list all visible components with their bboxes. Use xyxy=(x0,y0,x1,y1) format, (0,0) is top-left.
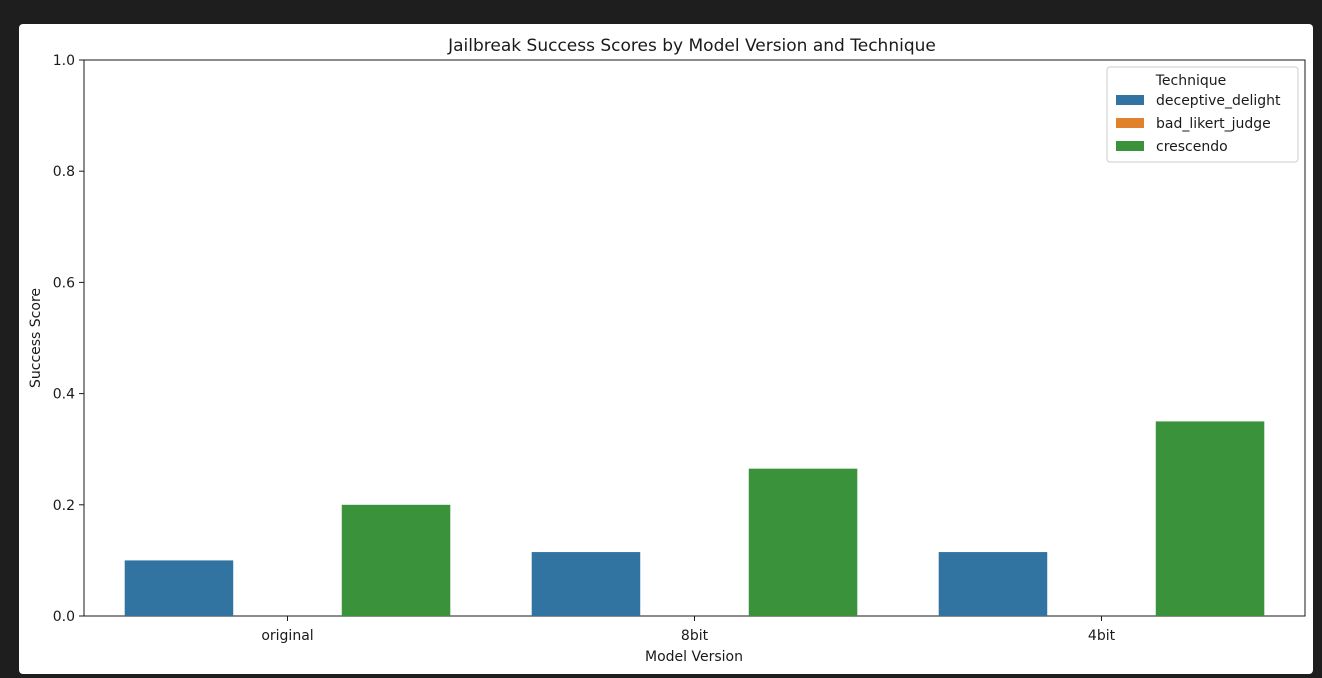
bar-crescendo-original xyxy=(341,504,451,616)
chart-figure: Jailbreak Success Scores by Model Versio… xyxy=(19,24,1313,674)
chart-title: Jailbreak Success Scores by Model Versio… xyxy=(447,36,936,56)
x-axis-label: Model Version xyxy=(645,649,743,665)
bars xyxy=(124,421,1265,616)
bar-deceptive-delight-original xyxy=(124,560,234,616)
y-axis-label: Success Score xyxy=(28,288,44,388)
y-axis: 0.0 0.2 0.4 0.6 0.8 1.0 xyxy=(53,53,84,625)
x-tick-label: 8bit xyxy=(681,628,709,644)
bar-crescendo-4bit xyxy=(1155,421,1265,616)
legend-box xyxy=(1106,66,1299,163)
bar-chart: Jailbreak Success Scores by Model Versio… xyxy=(28,36,1306,665)
y-tick-label: 1.0 xyxy=(53,53,75,69)
y-tick-label: 0.8 xyxy=(53,164,75,180)
legend-title: Technique xyxy=(1155,73,1227,89)
legend-label-deceptive-delight: deceptive_delight xyxy=(1156,93,1281,109)
y-tick-label: 0.6 xyxy=(53,275,75,291)
x-tick-label: 4bit xyxy=(1088,628,1116,644)
bar-crescendo-8bit xyxy=(748,468,858,616)
legend-label-bad-likert-judge: bad_likert_judge xyxy=(1156,116,1271,132)
y-tick-label: 0.4 xyxy=(53,387,75,403)
legend-swatch-deceptive-delight xyxy=(1116,95,1144,105)
bar-deceptive-delight-8bit xyxy=(531,552,641,616)
bar-deceptive-delight-4bit xyxy=(938,552,1048,616)
y-tick-label: 0.0 xyxy=(53,609,75,625)
x-tick-label: original xyxy=(261,628,313,644)
legend: Technique deceptive_delight bad_likert_ju… xyxy=(1106,66,1299,163)
legend-items: deceptive_delight bad_likert_judgecrescen… xyxy=(1116,93,1281,155)
legend-swatch-crescendo xyxy=(1116,141,1144,151)
x-axis: original 8bit 4bit xyxy=(261,616,1116,644)
legend-swatch-bad-likert-judge xyxy=(1116,118,1144,128)
y-tick-label: 0.2 xyxy=(53,498,75,514)
legend-label-crescendo: crescendo xyxy=(1156,139,1228,155)
